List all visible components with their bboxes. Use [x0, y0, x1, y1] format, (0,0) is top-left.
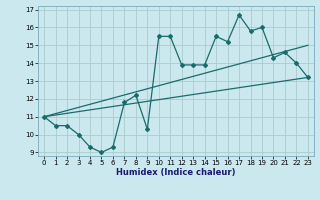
X-axis label: Humidex (Indice chaleur): Humidex (Indice chaleur) [116, 168, 236, 177]
